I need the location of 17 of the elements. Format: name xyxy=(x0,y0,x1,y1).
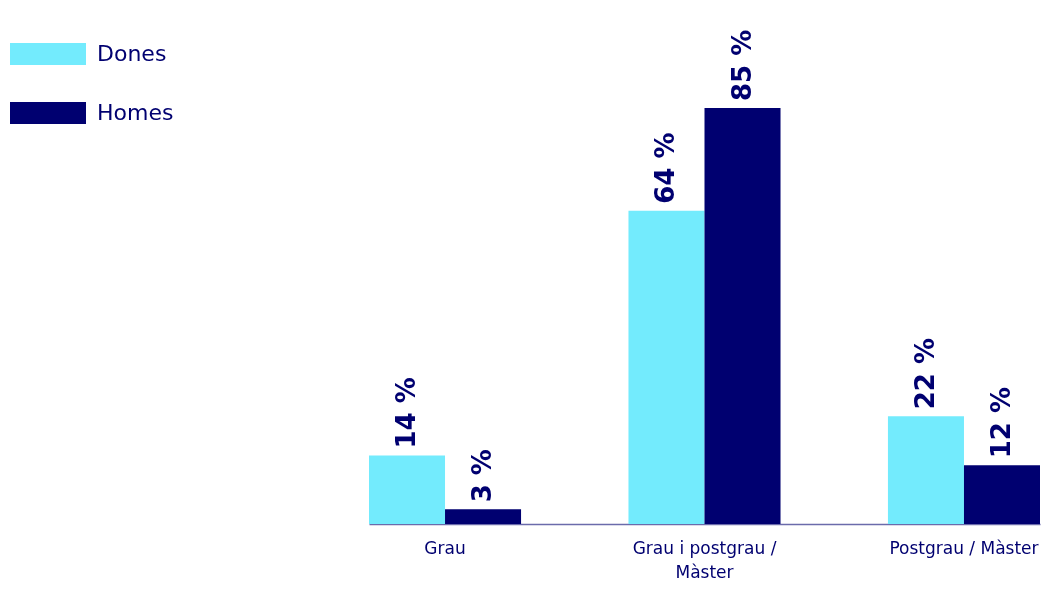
data-label: 85 % xyxy=(726,29,757,101)
x-tick-label: Grau xyxy=(424,537,466,558)
bar xyxy=(369,455,446,524)
bar xyxy=(704,108,781,524)
bar xyxy=(963,465,1040,524)
data-label: 22 % xyxy=(909,338,940,410)
bar xyxy=(628,210,705,524)
data-label: 14 % xyxy=(391,377,422,449)
data-label: 12 % xyxy=(985,386,1016,459)
x-tick-label: Postgrau / Màster xyxy=(889,537,1039,558)
x-tick-label: Grau i postgrau / Màster xyxy=(632,537,777,582)
data-label: 64 % xyxy=(650,132,681,204)
bar xyxy=(445,509,522,524)
bar xyxy=(887,416,964,524)
legend-label: Homes xyxy=(97,100,174,125)
data-label: 3 % xyxy=(467,449,498,503)
legend-label: Dones xyxy=(97,41,167,66)
